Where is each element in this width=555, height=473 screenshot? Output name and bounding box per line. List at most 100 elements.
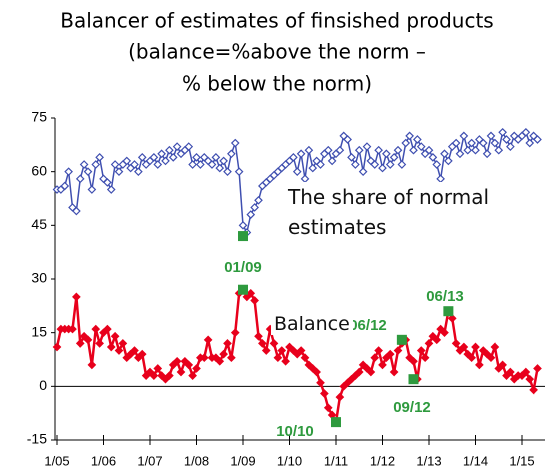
data-point <box>79 160 89 169</box>
data-point <box>203 335 213 345</box>
data-point <box>382 149 391 159</box>
data-point <box>296 346 306 355</box>
data-point <box>455 149 465 159</box>
data-point <box>312 367 321 377</box>
x-tick-label: 1/05 <box>44 453 69 468</box>
data-point <box>467 138 476 148</box>
data-point <box>246 288 256 298</box>
data-point <box>184 142 194 151</box>
data-point <box>502 135 511 144</box>
annotation-label: 09/12 <box>393 399 431 416</box>
data-point <box>467 353 476 363</box>
x-tick-label: 1/11 <box>324 453 348 468</box>
data-point <box>378 163 387 173</box>
data-point <box>223 167 232 177</box>
data-point <box>172 142 182 151</box>
x-tick-label: 1/09 <box>230 453 255 468</box>
series-label: Balance <box>271 313 353 335</box>
data-point <box>304 145 314 155</box>
data-point <box>362 142 372 151</box>
data-point <box>296 149 306 159</box>
x-tick-label: 1/13 <box>416 453 441 468</box>
data-point <box>215 356 225 366</box>
data-point <box>219 349 228 359</box>
data-point <box>114 167 124 177</box>
data-point <box>420 353 430 363</box>
data-point <box>358 167 368 177</box>
x-tick-label: 1/12 <box>370 453 395 468</box>
y-tick-label: 15 <box>31 323 47 339</box>
annotation-marker <box>331 417 341 428</box>
data-point <box>424 145 434 155</box>
data-point <box>347 153 356 162</box>
data-point <box>463 145 473 155</box>
data-point <box>428 153 438 162</box>
data-point <box>533 364 542 373</box>
data-point <box>525 138 535 148</box>
y-tick-label: 45 <box>31 216 47 232</box>
data-point <box>354 145 364 155</box>
data-point <box>409 145 418 155</box>
data-point <box>401 138 411 148</box>
y-tick-label: 30 <box>31 270 47 286</box>
data-point <box>440 149 449 159</box>
data-point <box>521 367 531 377</box>
data-point <box>72 206 81 216</box>
data-point <box>389 367 399 377</box>
data-point <box>122 156 132 166</box>
data-point <box>413 135 422 144</box>
data-point <box>471 145 480 155</box>
data-point <box>269 339 279 348</box>
data-point <box>250 203 259 212</box>
annotation-label: 10/10 <box>276 423 314 440</box>
data-point <box>83 335 93 345</box>
data-point <box>52 342 62 352</box>
data-point <box>475 360 484 370</box>
data-point <box>432 160 442 169</box>
data-point <box>432 335 442 345</box>
data-point <box>486 131 496 141</box>
data-point <box>87 185 97 194</box>
data-point <box>91 324 101 334</box>
data-point <box>471 342 480 352</box>
data-point <box>424 339 434 348</box>
data-point <box>533 135 542 144</box>
data-point <box>207 160 217 169</box>
data-point <box>451 339 461 348</box>
data-point <box>354 367 364 377</box>
data-point <box>110 331 120 341</box>
annotation-label: 06/12 <box>349 317 387 334</box>
x-tick-label: 1/15 <box>509 453 534 468</box>
data-point <box>223 339 232 348</box>
x-tick-label: 1/10 <box>277 453 302 468</box>
data-point <box>444 156 453 166</box>
data-point <box>374 145 383 155</box>
data-point <box>153 160 163 169</box>
data-point <box>211 153 221 162</box>
data-point <box>246 210 256 219</box>
data-point <box>230 328 240 338</box>
data-point <box>409 356 418 366</box>
data-point <box>227 149 236 159</box>
data-point <box>196 160 205 169</box>
data-point <box>335 392 345 402</box>
data-point <box>95 339 104 348</box>
data-point <box>292 167 302 177</box>
data-point <box>137 153 147 162</box>
data-point <box>335 145 345 155</box>
data-point <box>103 324 112 334</box>
data-point <box>168 153 178 162</box>
chart-title: % below the norm) <box>182 72 372 96</box>
annotation-marker <box>238 231 248 242</box>
data-point <box>72 292 81 302</box>
data-point <box>482 149 492 159</box>
data-point <box>188 371 197 380</box>
data-point <box>498 360 507 370</box>
data-point <box>397 160 407 169</box>
data-point <box>261 346 271 355</box>
data-point <box>227 353 236 363</box>
data-point <box>172 356 182 366</box>
data-point <box>385 160 395 169</box>
data-point <box>250 296 259 305</box>
